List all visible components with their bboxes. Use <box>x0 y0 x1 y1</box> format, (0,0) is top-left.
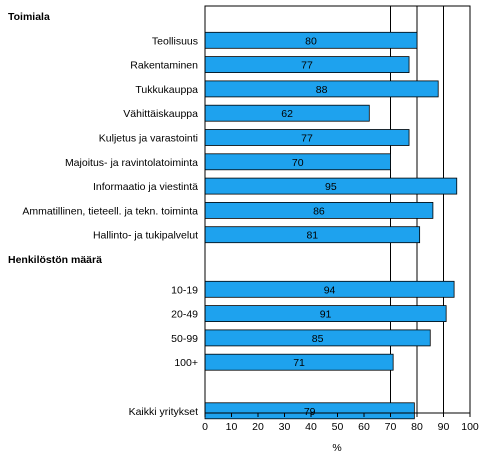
data-label: 85 <box>312 333 324 345</box>
data-label: 62 <box>281 108 293 120</box>
data-label: 81 <box>306 230 318 242</box>
category-label: Vähittäiskauppa <box>123 108 198 120</box>
category-label: 10-19 <box>171 284 198 296</box>
data-label: 77 <box>301 133 313 145</box>
data-label: 70 <box>292 157 304 169</box>
x-tick-label: 70 <box>385 421 397 433</box>
x-tick-label: 40 <box>305 421 317 433</box>
data-label: 71 <box>293 357 305 369</box>
data-label: 95 <box>325 181 337 193</box>
x-tick-label: 0 <box>202 421 208 433</box>
x-tick-label: 60 <box>358 421 370 433</box>
x-axis-title: % <box>332 442 341 454</box>
x-tick-label: 10 <box>226 421 238 433</box>
category-label: 50-99 <box>171 333 198 345</box>
x-tick-label: 20 <box>252 421 264 433</box>
category-label: Teollisuus <box>152 35 198 47</box>
group-label: Toimiala <box>8 11 50 23</box>
category-label: Ammatillinen, tieteell. ja tekn. toimint… <box>22 205 198 217</box>
category-label: Hallinto- ja tukipalvelut <box>93 230 198 242</box>
x-axis: 0 10 20 30 40 50 60 70 80 90 100 <box>202 5 479 433</box>
category-label: Kuljetus ja varastointi <box>99 133 198 145</box>
data-label: 86 <box>313 205 325 217</box>
x-tick-label: 50 <box>332 421 344 433</box>
group-label: Henkilöstön määrä <box>8 254 102 266</box>
category-label: Informaatio ja viestintä <box>93 181 198 193</box>
category-label: Tukkukauppa <box>135 84 198 96</box>
category-label: 100+ <box>174 357 198 369</box>
labels: Toimiala Teollisuus 80 Rakentaminen 77 Tukkuk… <box>8 11 337 418</box>
bars <box>204 31 458 420</box>
x-tick-label: 80 <box>411 421 423 433</box>
data-label: 88 <box>316 84 328 96</box>
category-label: Rakentaminen <box>130 60 198 72</box>
category-label: Majoitus- ja ravintolatoiminta <box>65 157 198 169</box>
x-tick-label: 100 <box>461 421 479 433</box>
x-tick-label: 30 <box>279 421 291 433</box>
data-label: 80 <box>305 35 317 47</box>
x-tick-label: 90 <box>438 421 450 433</box>
data-label: 91 <box>320 309 332 321</box>
data-label: 94 <box>324 284 336 296</box>
data-label: 79 <box>304 406 316 418</box>
category-label: Kaikki yritykset <box>129 406 199 418</box>
data-label: 77 <box>301 60 313 72</box>
category-label: 20-49 <box>171 309 198 321</box>
